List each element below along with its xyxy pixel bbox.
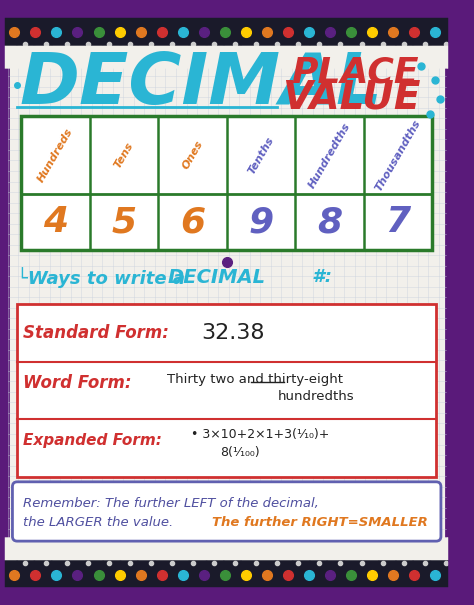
FancyBboxPatch shape xyxy=(360,46,381,68)
FancyBboxPatch shape xyxy=(170,537,191,560)
Text: the LARGER the value.: the LARGER the value. xyxy=(23,516,182,529)
Text: Standard Form:: Standard Form: xyxy=(23,324,169,342)
FancyBboxPatch shape xyxy=(101,537,122,560)
FancyBboxPatch shape xyxy=(428,537,449,560)
FancyBboxPatch shape xyxy=(428,46,449,68)
FancyBboxPatch shape xyxy=(446,537,467,560)
FancyBboxPatch shape xyxy=(118,537,140,560)
FancyBboxPatch shape xyxy=(205,537,226,560)
FancyBboxPatch shape xyxy=(33,46,54,68)
Text: Hundredths: Hundredths xyxy=(307,121,352,190)
Text: Ones: Ones xyxy=(180,139,205,171)
FancyBboxPatch shape xyxy=(170,46,191,68)
FancyBboxPatch shape xyxy=(15,46,36,68)
Text: 4: 4 xyxy=(43,205,68,239)
FancyBboxPatch shape xyxy=(411,537,432,560)
FancyBboxPatch shape xyxy=(377,46,398,68)
Text: Hundreds: Hundreds xyxy=(36,126,75,184)
FancyBboxPatch shape xyxy=(153,537,174,560)
FancyBboxPatch shape xyxy=(50,46,71,68)
Text: Tenths: Tenths xyxy=(246,135,276,176)
Text: └Ways to write a: └Ways to write a xyxy=(17,267,191,287)
FancyBboxPatch shape xyxy=(239,537,260,560)
FancyBboxPatch shape xyxy=(153,46,174,68)
FancyBboxPatch shape xyxy=(256,537,277,560)
FancyBboxPatch shape xyxy=(67,537,88,560)
FancyBboxPatch shape xyxy=(239,46,260,68)
Text: 8(¹⁄₁₀₀): 8(¹⁄₁₀₀) xyxy=(220,445,260,459)
Text: hundredths: hundredths xyxy=(277,390,354,403)
FancyBboxPatch shape xyxy=(342,537,364,560)
FancyBboxPatch shape xyxy=(15,537,36,560)
Text: The further RIGHT=SMALLER: The further RIGHT=SMALLER xyxy=(212,516,428,529)
Text: • 3×10+2×1+3(¹⁄₁₀)+: • 3×10+2×1+3(¹⁄₁₀)+ xyxy=(191,428,329,441)
FancyBboxPatch shape xyxy=(291,46,312,68)
FancyBboxPatch shape xyxy=(136,537,157,560)
Text: DECIMAL: DECIMAL xyxy=(167,267,265,287)
FancyBboxPatch shape xyxy=(291,537,312,560)
Bar xyxy=(8,61,446,544)
FancyBboxPatch shape xyxy=(308,537,329,560)
FancyBboxPatch shape xyxy=(118,46,140,68)
FancyBboxPatch shape xyxy=(0,46,19,68)
FancyBboxPatch shape xyxy=(325,46,346,68)
Text: DECIMAL: DECIMAL xyxy=(19,50,382,119)
FancyBboxPatch shape xyxy=(222,46,243,68)
FancyBboxPatch shape xyxy=(273,46,294,68)
FancyBboxPatch shape xyxy=(394,46,415,68)
FancyBboxPatch shape xyxy=(256,46,277,68)
FancyBboxPatch shape xyxy=(12,482,441,541)
Bar xyxy=(0,555,453,592)
Text: 9: 9 xyxy=(248,205,273,239)
FancyBboxPatch shape xyxy=(377,537,398,560)
FancyBboxPatch shape xyxy=(67,46,88,68)
Text: PLACE: PLACE xyxy=(292,56,419,90)
FancyBboxPatch shape xyxy=(273,537,294,560)
FancyBboxPatch shape xyxy=(325,537,346,560)
FancyBboxPatch shape xyxy=(33,537,54,560)
FancyBboxPatch shape xyxy=(360,537,381,560)
FancyBboxPatch shape xyxy=(0,537,19,560)
Text: Thirty two and thirty-eight: Thirty two and thirty-eight xyxy=(167,373,343,385)
FancyBboxPatch shape xyxy=(84,537,105,560)
FancyBboxPatch shape xyxy=(50,537,71,560)
FancyBboxPatch shape xyxy=(222,537,243,560)
Bar xyxy=(17,304,436,477)
FancyBboxPatch shape xyxy=(136,46,157,68)
Text: 6: 6 xyxy=(180,205,205,239)
Text: VALUE: VALUE xyxy=(282,78,420,116)
Text: Word Form:: Word Form: xyxy=(23,374,131,392)
Text: #:: #: xyxy=(306,268,332,286)
FancyBboxPatch shape xyxy=(187,46,209,68)
Text: 8: 8 xyxy=(317,205,342,239)
FancyBboxPatch shape xyxy=(446,46,467,68)
FancyBboxPatch shape xyxy=(84,46,105,68)
Text: Remember: The further LEFT of the decimal,: Remember: The further LEFT of the decima… xyxy=(23,497,319,509)
Text: Thousandths: Thousandths xyxy=(374,118,423,193)
FancyBboxPatch shape xyxy=(411,46,432,68)
Text: Expanded Form:: Expanded Form: xyxy=(23,433,162,448)
Text: 32.38: 32.38 xyxy=(201,323,264,343)
Text: 7: 7 xyxy=(385,205,410,239)
FancyBboxPatch shape xyxy=(342,46,364,68)
FancyBboxPatch shape xyxy=(308,46,329,68)
FancyBboxPatch shape xyxy=(205,46,226,68)
FancyBboxPatch shape xyxy=(187,537,209,560)
Bar xyxy=(21,117,432,250)
FancyBboxPatch shape xyxy=(394,537,415,560)
Bar xyxy=(0,13,453,51)
Text: 5: 5 xyxy=(111,205,137,239)
FancyBboxPatch shape xyxy=(101,46,122,68)
Text: Tens: Tens xyxy=(112,140,135,170)
